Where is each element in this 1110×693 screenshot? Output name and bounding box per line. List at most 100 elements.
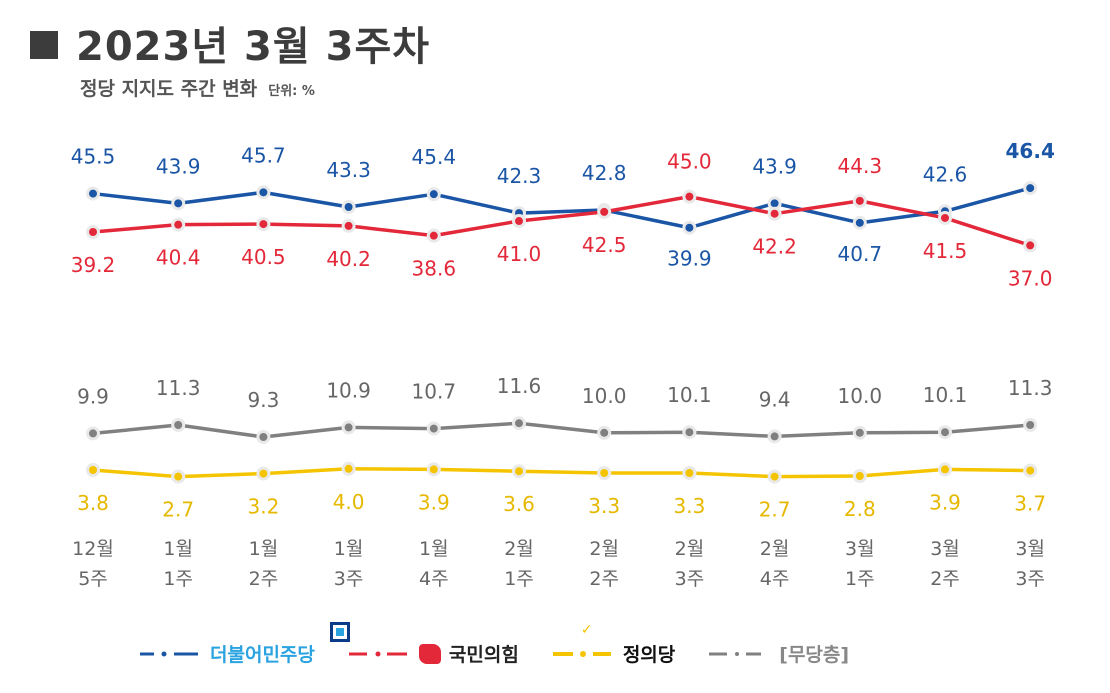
data-point — [1026, 241, 1035, 250]
legend-item-justice: 정의당 ✓ — [552, 622, 675, 667]
data-point — [174, 199, 183, 208]
data-point — [515, 217, 523, 226]
legend-line-none-icon — [709, 651, 762, 656]
data-point — [515, 419, 523, 428]
data-label: 42.6 — [923, 162, 968, 186]
legend-item-minjoo: 더불어민주당 — [140, 622, 350, 667]
x-tick-label: 2월 — [760, 538, 790, 560]
data-label: 3.8 — [77, 491, 109, 515]
data-label: 10.1 — [667, 383, 712, 407]
data-point — [89, 189, 97, 198]
data-label: 40.4 — [156, 246, 201, 270]
data-label: 11.3 — [1008, 376, 1053, 400]
data-label: 3.9 — [929, 490, 961, 514]
data-point — [1026, 421, 1035, 429]
data-label: 42.8 — [582, 161, 627, 185]
data-point — [259, 433, 268, 441]
x-tick-label: 3주 — [675, 568, 705, 590]
data-label: 3.3 — [673, 494, 705, 518]
x-tick-label: 5주 — [78, 568, 108, 590]
x-tick-label: 1주 — [163, 568, 193, 590]
data-label: 37.0 — [1008, 266, 1053, 290]
data-label: 41.5 — [923, 239, 968, 263]
data-point — [770, 209, 779, 218]
data-label: 9.4 — [759, 387, 791, 411]
data-point — [259, 469, 268, 478]
x-tick-label: 3월 — [1015, 538, 1045, 560]
data-label: 43.9 — [752, 154, 797, 178]
data-point — [1026, 466, 1035, 475]
chart-title: 2023년 3월 3주차 — [76, 24, 431, 70]
x-tick-label: 2월 — [504, 538, 534, 560]
data-point — [259, 220, 268, 229]
data-point — [941, 213, 949, 222]
data-point — [600, 428, 609, 437]
x-tick-label: 2주 — [589, 568, 619, 590]
data-point — [344, 221, 353, 230]
x-tick-label: 2월 — [589, 538, 619, 560]
data-label: 42.3 — [497, 164, 542, 188]
legend-label-minjoo: 더불어민주당 — [210, 644, 315, 666]
ppp-logo-icon — [418, 643, 441, 664]
data-label: 3.6 — [503, 492, 535, 516]
chart-header: 2023년 3월 3주차 정당 지지도 주간 변화 단위: % — [30, 14, 430, 101]
series-1: 45.5 43.9 45.7 43.3 45.4 42.3 42.8 39.9 43.9 40.7… — [71, 139, 1055, 271]
line-chart: 45.5 43.9 45.7 43.3 45.4 42.3 42.8 39.9 43.9 40.7… — [71, 139, 1055, 590]
data-label: 2.7 — [162, 498, 194, 522]
x-tick-label: 3주 — [334, 568, 364, 590]
data-point — [855, 428, 864, 437]
data-point — [174, 472, 183, 481]
data-label: 3.2 — [247, 495, 279, 519]
data-point — [770, 432, 779, 441]
data-label: 3.7 — [1014, 492, 1046, 516]
data-label: 10.7 — [412, 380, 457, 404]
data-point — [1026, 184, 1035, 193]
x-tick-label: 1주 — [504, 568, 534, 590]
data-label: 3.3 — [588, 494, 620, 518]
data-label: 43.9 — [156, 154, 201, 178]
data-point — [941, 465, 949, 474]
data-label: 42.5 — [582, 233, 627, 257]
x-tick-label: 3월 — [845, 538, 875, 560]
data-point — [344, 202, 353, 211]
data-label: 45.0 — [667, 150, 712, 174]
legend-label-ppp: 국민의힘 — [448, 644, 519, 666]
data-point — [89, 228, 97, 236]
data-label: 45.7 — [241, 143, 286, 167]
data-point — [174, 421, 183, 429]
data-label: 38.6 — [412, 257, 457, 281]
data-point — [685, 428, 694, 437]
data-point — [770, 472, 779, 481]
data-point — [174, 220, 183, 229]
data-label: 4.0 — [333, 490, 365, 514]
data-point — [429, 190, 438, 199]
data-label: 46.4 — [1006, 139, 1055, 163]
data-label: 10.9 — [326, 378, 371, 402]
series-line — [92, 194, 1031, 248]
data-label: 39.2 — [71, 253, 116, 277]
series-line — [92, 186, 1031, 230]
data-label: 9.3 — [247, 388, 279, 412]
data-label: 41.0 — [497, 242, 542, 266]
data-point — [685, 192, 694, 201]
x-tick-label: 2주 — [249, 568, 279, 590]
data-point — [855, 196, 864, 205]
data-point — [344, 423, 353, 432]
minjoo-logo-icon — [330, 622, 350, 642]
data-label: 40.2 — [326, 247, 371, 271]
data-label: 42.2 — [752, 235, 797, 259]
data-label: 9.9 — [77, 384, 109, 408]
x-tick-label: 3월 — [930, 538, 960, 560]
data-point — [685, 469, 694, 477]
x-tick-label: 3주 — [1015, 568, 1045, 590]
data-point — [770, 199, 779, 208]
legend-line-ppp-icon — [348, 651, 407, 656]
series-4: 3.8 2.7 3.2 4.0 3.9 3.6 3.3 3.3 2.7 2.8 3.9 3.7 — [77, 461, 1046, 522]
x-tick-label: 1월 — [163, 538, 193, 560]
chart-subtitle: 정당 지지도 주간 변화 — [80, 78, 258, 100]
title-square-icon — [30, 31, 58, 59]
data-label: 45.4 — [412, 145, 457, 169]
data-point — [429, 424, 438, 433]
data-point — [600, 207, 609, 216]
x-tick-label: 2월 — [675, 538, 705, 560]
